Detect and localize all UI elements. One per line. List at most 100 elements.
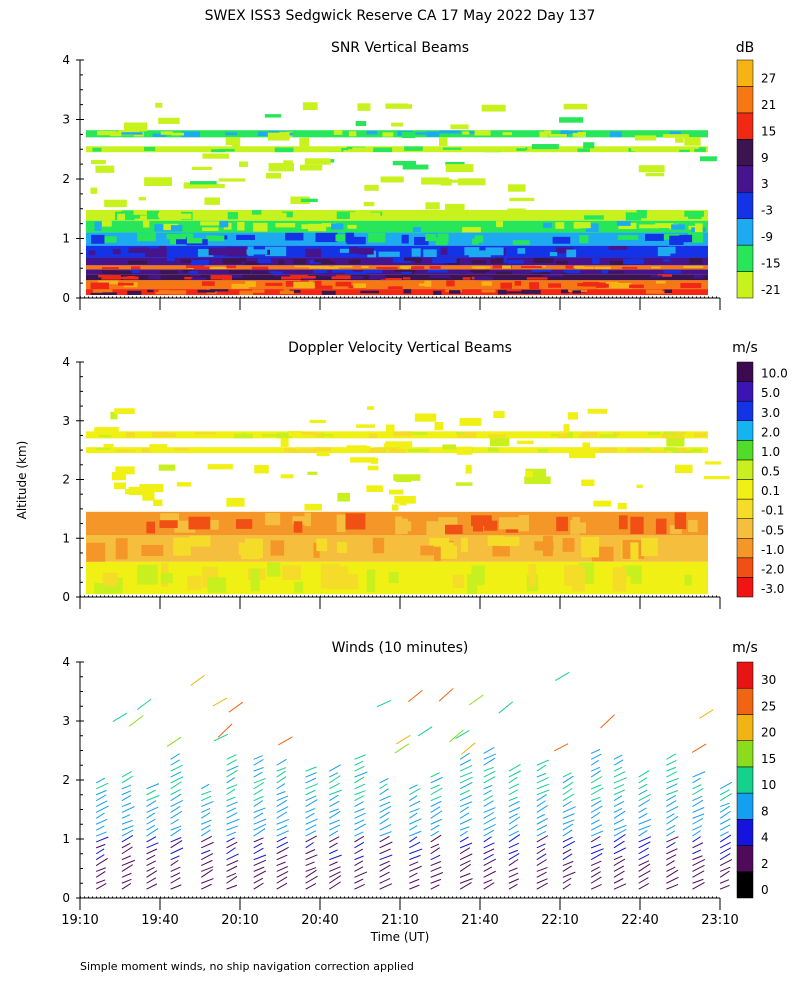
heatmap-cell: [261, 433, 281, 437]
wind-barb: [226, 884, 238, 890]
heatmap-cell: [367, 465, 379, 471]
heatmap-cell: [124, 122, 148, 132]
wind-barb: [226, 754, 237, 760]
heatmap-cell: [195, 431, 216, 435]
heatmap-cell: [462, 277, 471, 280]
wind-barb: [200, 852, 214, 861]
colorbar-swatch: [736, 400, 754, 421]
colorbar-swatch: [736, 440, 754, 461]
heatmap-cell: [86, 542, 106, 562]
wind-barb: [379, 801, 391, 808]
wind-barb: [226, 837, 235, 843]
wind-barb: [276, 783, 286, 790]
wind-barb: [354, 823, 367, 831]
wind-barb: [590, 830, 604, 837]
heatmap-cell: [151, 431, 168, 438]
wind-barb: [354, 808, 365, 813]
colorbar-swatch: [736, 218, 754, 246]
heatmap-cell: [376, 266, 398, 270]
wind-barb: [613, 808, 623, 813]
wind-barb: [226, 765, 239, 772]
heatmap-cell: [320, 563, 340, 589]
wind-barb: [590, 835, 601, 843]
wind-barb: [376, 699, 392, 708]
wind-barb: [226, 801, 238, 808]
wind-barb: [430, 834, 442, 843]
wind-barb: [253, 800, 264, 807]
heatmap-cell: [681, 146, 699, 149]
wind-barb: [430, 830, 440, 837]
heatmap-cell: [300, 198, 318, 203]
heatmap-band: [86, 146, 708, 153]
wind-barb: [666, 883, 679, 890]
colorbar-label: 25: [761, 699, 776, 713]
wind-barb: [638, 870, 651, 878]
wind-barb: [379, 864, 391, 872]
heatmap-cell: [429, 266, 441, 269]
heatmap-cell: [127, 260, 148, 265]
wind-barb: [483, 766, 494, 772]
heatmap-cell: [270, 540, 285, 556]
colorbar-swatch: [736, 271, 754, 299]
wind-barb: [329, 794, 339, 802]
colorbar-label: 0.5: [761, 465, 780, 479]
winds-colorbar: 0 2 4 8 10 15 20 25 30: [736, 661, 776, 899]
heatmap-cell: [159, 270, 178, 274]
heatmap-cell: [368, 433, 378, 439]
heatmap-cell: [525, 468, 547, 477]
wind-barb: [590, 748, 601, 754]
wind-barb: [409, 800, 421, 807]
heatmap-cell: [439, 130, 461, 134]
wind-barb: [201, 841, 214, 849]
wind-barb: [430, 806, 441, 813]
heatmap-cell: [601, 269, 609, 274]
heatmap-cell: [618, 222, 637, 230]
wind-barb: [146, 812, 156, 819]
wind-barb: [692, 818, 704, 825]
wind-barb: [276, 830, 289, 837]
wind-barb: [409, 795, 418, 802]
heatmap-cell: [366, 485, 383, 492]
heatmap-cell: [369, 274, 386, 280]
heatmap-cell: [542, 535, 553, 557]
wind-barb: [430, 872, 444, 878]
wind-barb: [354, 878, 364, 884]
wind-barb: [121, 878, 132, 884]
heatmap-cell: [201, 281, 215, 286]
wind-barb: [253, 771, 263, 778]
wind-barb: [536, 878, 548, 884]
wind-barb: [638, 860, 650, 867]
heatmap-cell: [641, 537, 658, 557]
wind-barb: [276, 841, 289, 849]
colorbar-label: 0.1: [761, 484, 780, 498]
wind-barb: [536, 759, 550, 766]
heatmap-cell: [427, 269, 448, 273]
wind-barb: [253, 789, 263, 796]
y-tick-label: 3: [62, 113, 70, 127]
wind-barb: [226, 847, 236, 855]
wind-barb: [459, 863, 472, 872]
wind-barb: [483, 789, 492, 796]
wind-barb: [590, 876, 602, 884]
heatmap-cell: [188, 516, 211, 530]
heatmap-cell: [498, 517, 520, 530]
heatmap-cell: [356, 424, 375, 428]
heatmap-cell: [258, 131, 270, 137]
heatmap-cell: [583, 142, 595, 149]
footer-note: Simple moment winds, no ship navigation …: [80, 960, 414, 973]
wind-barb: [508, 783, 520, 790]
heatmap-cell: [404, 146, 423, 151]
wind-barb: [536, 813, 546, 819]
wind-barb: [600, 714, 615, 729]
heatmap-cell: [470, 269, 490, 272]
colorbar-label: -9: [761, 230, 773, 244]
heatmap-cell: [449, 179, 474, 183]
heatmap-cell: [508, 184, 526, 192]
heatmap-cell: [402, 277, 411, 280]
heatmap-cell: [380, 277, 402, 281]
heatmap-cell: [304, 158, 331, 165]
heatmap-cell: [657, 247, 671, 257]
wind-barb: [483, 795, 494, 802]
heatmap-cell: [91, 234, 105, 244]
wind-barb: [562, 772, 572, 778]
